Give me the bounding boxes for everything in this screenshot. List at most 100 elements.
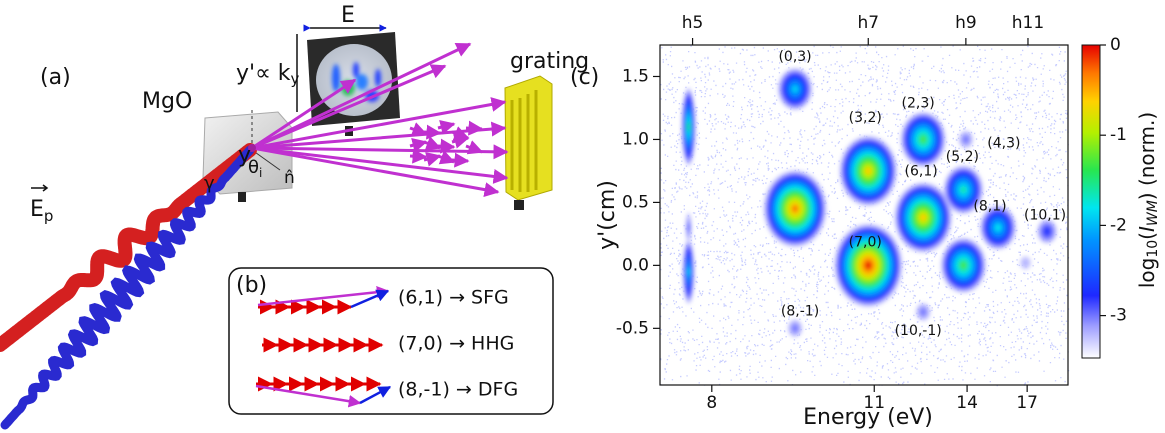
process-label: (6,1) → SFG — [398, 287, 509, 309]
screen-axis-label: E — [341, 3, 355, 28]
panel-label: (a) — [40, 65, 71, 90]
normal-line — [251, 149, 281, 171]
spot-label: (6,1) — [905, 164, 938, 180]
spot-label: (4,3) — [987, 135, 1020, 151]
spot-core — [792, 325, 798, 332]
focus — [248, 144, 256, 152]
normal-label: n̂ — [284, 168, 295, 188]
mount — [514, 200, 524, 210]
harmonic-beam — [251, 78, 357, 150]
grating-grooves — [510, 90, 538, 192]
y-tick-label: -0.5 — [616, 318, 649, 338]
spot — [980, 205, 1017, 250]
spot — [894, 182, 952, 253]
label-part: I — [1135, 226, 1159, 232]
photon-vector — [255, 384, 362, 408]
spot-core — [920, 214, 926, 221]
spot — [958, 130, 974, 149]
harmonic-beam — [437, 119, 456, 135]
spot — [685, 212, 692, 243]
label-part: y'∝ k — [236, 61, 291, 86]
y-axis-label: y'(cm) — [595, 180, 620, 250]
label-part: ) (norm.) — [1135, 112, 1159, 200]
harmonic-beam — [251, 144, 509, 160]
harmonic-beam — [251, 146, 509, 184]
label-part: E — [30, 197, 44, 222]
x2-tick-label: h11 — [1012, 13, 1044, 33]
beams — [0, 42, 509, 430]
y-tick-label: 0.5 — [622, 192, 649, 212]
harmonic-beam — [437, 150, 456, 165]
harmonic-beam — [409, 148, 428, 164]
spot-label: (7,0) — [849, 234, 882, 250]
harmonic-beam — [409, 137, 428, 153]
mount — [238, 192, 246, 202]
colorbar-tick-label: 0 — [1110, 35, 1121, 55]
spot — [940, 237, 986, 293]
spot — [1020, 256, 1031, 270]
spot — [1037, 219, 1057, 244]
screen-y-label: y'∝ ky — [236, 61, 300, 88]
spot — [834, 223, 903, 308]
panel-label: (c) — [570, 65, 599, 90]
spots — [681, 68, 1057, 338]
spot-core — [920, 136, 926, 143]
y-tick-label: 1.0 — [622, 129, 649, 149]
spot — [681, 87, 696, 166]
x-tick-label: 8 — [706, 393, 717, 413]
label-sub: p — [44, 207, 54, 225]
harmonic-beam — [251, 97, 507, 150]
label-sub: WM — [1145, 200, 1161, 226]
spot-core — [686, 223, 691, 232]
spot-core — [686, 122, 691, 132]
spot-label: (5,2) — [946, 149, 979, 165]
schematic — [0, 24, 553, 430]
spot — [943, 165, 984, 215]
plot-area: (0,3) (8,-1) (3,2) (7,0) (2,3) (6,1) (10,-1) (5… — [616, 13, 1127, 413]
spot-core — [995, 224, 1001, 231]
harmonic-beam — [251, 146, 500, 198]
crystal-label: MgO — [142, 89, 192, 114]
photon-vector — [350, 289, 390, 309]
spot — [900, 111, 946, 167]
label-part: log — [1135, 258, 1159, 289]
spot-core — [963, 136, 969, 143]
plot-frame — [659, 44, 1069, 386]
harmonic-beam — [409, 122, 428, 137]
label-sub: i — [259, 166, 262, 180]
harmonic-beam — [451, 152, 470, 168]
colorbar-tick-label: -1 — [1110, 125, 1127, 145]
grating-label: grating — [510, 49, 589, 74]
spot-label: (10,-1) — [895, 323, 942, 339]
spot-label: (0,3) — [778, 49, 811, 65]
spot-label: (8,1) — [973, 199, 1006, 215]
spot-core — [1044, 228, 1050, 235]
gamma-label: γ — [204, 173, 215, 194]
y-tick-label: 1.5 — [622, 66, 649, 86]
x-tick-label: 14 — [956, 393, 978, 413]
axis-label: y — [238, 143, 251, 168]
field-label: Ep — [30, 197, 53, 225]
process-label: (7,0) → HHG — [398, 333, 514, 355]
photon-vector — [359, 385, 392, 405]
spot-labels: (0,3) (8,-1) (3,2) (7,0) (2,3) (6,1) (10,-1) (5… — [778, 49, 1066, 339]
photon-vector — [257, 285, 390, 307]
spot-core — [686, 267, 691, 277]
spot-core — [792, 85, 798, 93]
x-axis-label: Energy (eV) — [803, 405, 933, 430]
panel-label: (b) — [236, 273, 267, 298]
x-tick-label: 11 — [863, 393, 885, 413]
spot-core — [865, 262, 872, 269]
harmonic-beam — [423, 151, 442, 167]
beam — [0, 145, 255, 430]
label-part: ( — [1135, 232, 1159, 240]
spot — [682, 239, 695, 304]
label-part: θ — [248, 157, 259, 178]
spot-label: (3,2) — [849, 110, 882, 126]
harmonic-beam — [251, 42, 472, 150]
spot-core — [960, 186, 967, 194]
vector-diagram — [255, 285, 392, 408]
harmonic-beam — [423, 136, 442, 151]
spot-core — [865, 167, 872, 175]
